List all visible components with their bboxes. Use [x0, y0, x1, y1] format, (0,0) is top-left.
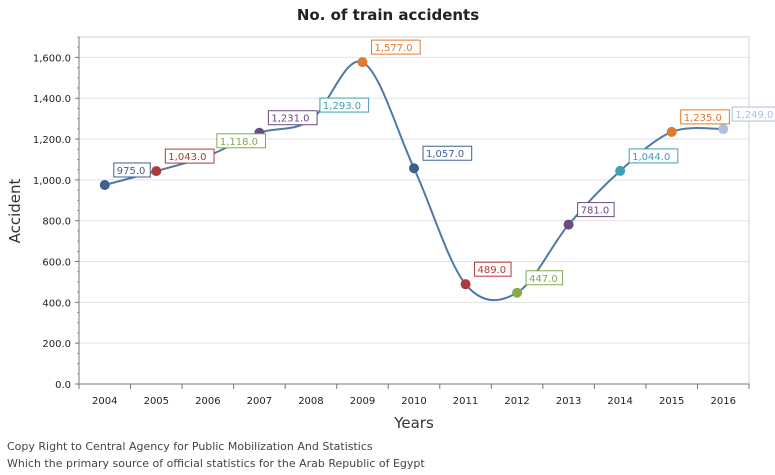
data-label-box: [113, 162, 151, 178]
data-label: 975.0: [113, 162, 151, 178]
footer-source-note: Which the primary source of official sta…: [7, 457, 425, 470]
data-label-box: [525, 270, 564, 286]
gridlines: [79, 56, 749, 344]
x-tick-label: 2005: [144, 396, 169, 407]
data-label-text: 1,235.0: [684, 113, 722, 124]
data-point: [99, 179, 110, 190]
data-label-box: [216, 133, 267, 149]
y-tick-label: 600.0: [42, 258, 71, 269]
x-tick-label: 2010: [401, 396, 426, 407]
y-tick-label: 200.0: [42, 339, 71, 350]
y-tick-label: 1,000.0: [33, 176, 71, 187]
x-tick-label: 2008: [298, 396, 323, 407]
data-label: 1,577.0: [370, 39, 421, 55]
y-tick-label: 1,600.0: [33, 53, 71, 64]
data-point: [666, 126, 677, 137]
data-label-text: 447.0: [529, 274, 558, 285]
data-label-text: 1,044.0: [632, 152, 670, 163]
data-label-box: [474, 261, 512, 277]
data-label-box: [628, 148, 679, 164]
y-axis-title: Accident: [6, 178, 24, 243]
data-point: [151, 166, 162, 177]
data-labels: 975.0 1,043.0 1,118.0 1,231.0 1,293.0 1,577.0…: [113, 39, 775, 286]
data-label-box: [680, 109, 730, 125]
footer-copyright: Copy Right to Central Agency for Public …: [7, 440, 373, 453]
x-tick-label: 2013: [556, 396, 581, 407]
x-tick-label: 2012: [504, 396, 529, 407]
data-label-text: 975.0: [117, 166, 146, 177]
x-tick-label: 2014: [607, 396, 632, 407]
x-tick-label: 2009: [350, 396, 375, 407]
data-label-box: [164, 148, 215, 164]
x-tick-label: 2011: [453, 396, 478, 407]
data-label: 1,043.0: [164, 148, 215, 164]
data-label-text: 1,057.0: [426, 149, 464, 160]
data-label-box: [319, 97, 370, 113]
data-label-text: 1,577.0: [374, 43, 412, 54]
data-label: 1,231.0: [267, 110, 318, 126]
data-point: [615, 165, 626, 176]
data-label: 1,249.0: [731, 106, 775, 122]
data-label: 447.0: [525, 270, 564, 286]
data-label-box: [577, 202, 615, 218]
data-label: 781.0: [577, 202, 615, 218]
x-tick-label: 2015: [659, 396, 684, 407]
x-tick-label: 2006: [195, 396, 220, 407]
data-label: 1,293.0: [319, 97, 370, 113]
data-label-text: 1,293.0: [323, 101, 361, 112]
data-label-text: 489.0: [478, 265, 507, 276]
y-tick-label: 400.0: [42, 298, 71, 309]
data-point: [357, 57, 368, 68]
x-tick-labels: 2004 2005 2006 2007 2008 2009 2010 2011 2012 2013…: [92, 396, 736, 407]
axes: [75, 36, 750, 389]
data-label: 1,044.0: [628, 148, 679, 164]
data-label-box: [731, 106, 775, 122]
data-point: [409, 163, 419, 174]
data-label-text: 1,118.0: [220, 137, 258, 148]
data-label-text: 1,249.0: [735, 110, 773, 121]
x-axis-title: Years: [393, 414, 434, 432]
y-tick-label: 0.0: [55, 380, 71, 391]
y-tick-labels: 0.0 200.0 400.0 600.0 800.0 1,000.0 1,200.0 1,4…: [33, 53, 71, 391]
y-tick-label: 1,400.0: [33, 94, 71, 105]
data-point: [460, 279, 471, 290]
plot-area: [78, 36, 750, 385]
chart-title: No. of train accidents: [297, 6, 479, 24]
data-label-box: [422, 145, 473, 161]
data-point: [563, 219, 574, 230]
data-label: 1,057.0: [422, 145, 473, 161]
data-label: 1,235.0: [680, 109, 730, 125]
data-label-box: [267, 110, 318, 126]
y-tick-label: 800.0: [42, 217, 71, 228]
data-label-text: 1,231.0: [271, 114, 309, 125]
data-point: [718, 124, 729, 135]
data-label-box: [370, 39, 421, 55]
x-tick-label: 2007: [247, 396, 272, 407]
data-point: [512, 287, 523, 298]
x-tick-label: 2004: [92, 396, 117, 407]
data-label: 489.0: [474, 261, 512, 277]
data-label-text: 1,043.0: [168, 152, 206, 163]
y-tick-label: 1,200.0: [33, 135, 71, 146]
data-label-text: 781.0: [581, 206, 610, 217]
x-tick-label: 2016: [711, 396, 736, 407]
data-label: 1,118.0: [216, 133, 267, 149]
